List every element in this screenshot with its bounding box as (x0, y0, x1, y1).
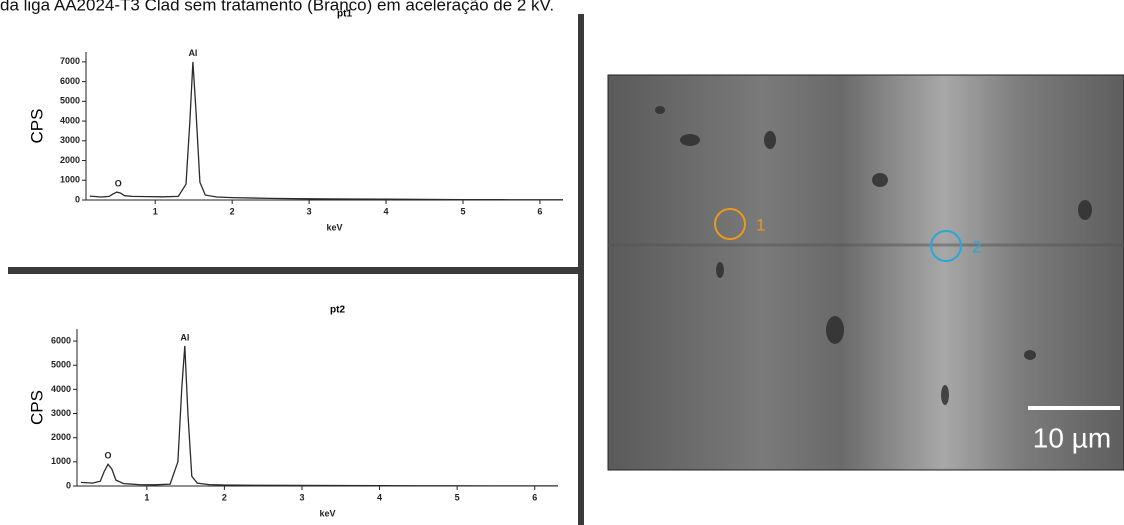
x-tick-label: 1 (144, 492, 149, 502)
x-tick-label: 4 (377, 492, 382, 502)
x-axis-label: keV (319, 508, 335, 518)
y-tick-label: 3000 (60, 135, 80, 145)
x-tick-label: 2 (222, 492, 227, 502)
y-tick-label: 3000 (51, 408, 71, 418)
x-tick-label: 5 (460, 206, 465, 216)
peak-label: Al (188, 48, 197, 58)
y-tick-label: 7000 (60, 56, 80, 66)
chart-title: pt1 (337, 9, 352, 20)
spectrum-line (81, 346, 558, 486)
y-tick-label: 4000 (51, 384, 71, 394)
y-tick-label: 5000 (60, 96, 80, 106)
marker-label: 1 (756, 215, 765, 234)
peak-label: Al (180, 332, 189, 342)
y-tick-label: 6000 (51, 335, 71, 345)
y-axis-label: CPS (27, 390, 46, 425)
divider (578, 14, 584, 525)
y-tick-label: 0 (66, 480, 71, 490)
chart-title: pt2 (330, 305, 345, 316)
peak-label: O (115, 178, 122, 188)
y-tick-label: 0 (75, 194, 80, 204)
y-tick-label: 1000 (51, 456, 71, 466)
page: da liga AA2024-T3 Clad sem tratamento (B… (0, 0, 1124, 525)
figure: da liga AA2024-T3 Clad sem tratamento (B… (0, 0, 1124, 525)
x-tick-label: 2 (230, 206, 235, 216)
marker-label: 2 (972, 237, 981, 256)
y-tick-label: 6000 (60, 76, 80, 86)
spectrum-line (90, 62, 563, 200)
scale-bar-label: 10 µm (1033, 422, 1111, 453)
sem-image (608, 75, 1124, 470)
x-tick-label: 3 (299, 492, 304, 502)
y-tick-label: 2000 (51, 432, 71, 442)
x-tick-label: 6 (537, 206, 542, 216)
caption: da liga AA2024-T3 Clad sem tratamento (B… (0, 0, 554, 14)
x-tick-label: 5 (455, 492, 460, 502)
peak-label: O (105, 451, 112, 461)
x-tick-label: 3 (307, 206, 312, 216)
x-tick-label: 4 (384, 206, 389, 216)
y-tick-label: 1000 (60, 175, 80, 185)
y-tick-label: 4000 (60, 115, 80, 125)
y-tick-label: 2000 (60, 155, 80, 165)
divider (8, 267, 582, 274)
y-axis-label: CPS (27, 109, 46, 144)
x-axis-label: keV (326, 222, 342, 232)
y-tick-label: 5000 (51, 360, 71, 370)
micrograph: 1 2 10 µm (608, 75, 1124, 470)
x-tick-label: 1 (153, 206, 158, 216)
x-tick-label: 6 (532, 492, 537, 502)
